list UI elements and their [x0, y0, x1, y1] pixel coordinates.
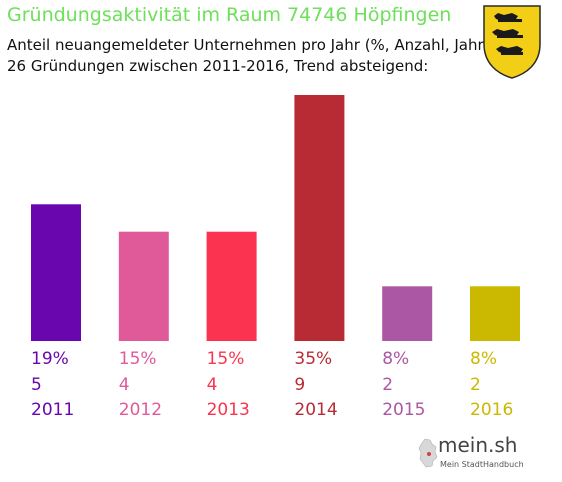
coat-of-arms-icon	[483, 5, 541, 79]
count-label-2015: 2	[382, 375, 393, 395]
chart-subtitle: Anteil neuangemeldeter Unternehmen pro J…	[7, 36, 490, 54]
percent-label-2011: 19%	[31, 349, 69, 369]
chart-summary: 26 Gründungen zwischen 2011-2016, Trend …	[7, 57, 429, 75]
bar-2016	[470, 286, 520, 341]
count-label-2012: 4	[119, 375, 130, 395]
bar-2012	[118, 231, 169, 341]
percent-label-2016: 8%	[470, 349, 497, 369]
brand-name: mein.sh	[438, 433, 518, 457]
germany-map-icon	[418, 438, 438, 468]
percent-label-2012: 15%	[119, 349, 157, 369]
brand-tagline: Mein StadtHandbuch	[440, 460, 524, 469]
percent-label-2014: 35%	[294, 349, 332, 369]
bar-2014	[294, 95, 345, 341]
count-label-2014: 9	[294, 375, 305, 395]
year-label-2014: 2014	[294, 400, 337, 420]
year-label-2016: 2016	[470, 400, 513, 420]
year-label-2015: 2015	[382, 400, 425, 420]
count-label-2016: 2	[470, 375, 481, 395]
year-label-2013: 2013	[207, 400, 250, 420]
count-label-2011: 5	[31, 375, 42, 395]
bar-2011	[31, 204, 81, 341]
bar-2013	[206, 231, 257, 341]
percent-label-2015: 8%	[382, 349, 409, 369]
year-label-2012: 2012	[119, 400, 162, 420]
percent-label-2013: 15%	[207, 349, 245, 369]
bar-2015	[382, 286, 433, 341]
brand-logo[interactable]: mein.sh Mein StadtHandbuch	[418, 432, 530, 476]
year-label-2011: 2011	[31, 400, 74, 420]
chart-title: Gründungsaktivität im Raum 74746 Höpfing…	[7, 4, 452, 26]
count-label-2013: 4	[207, 375, 218, 395]
